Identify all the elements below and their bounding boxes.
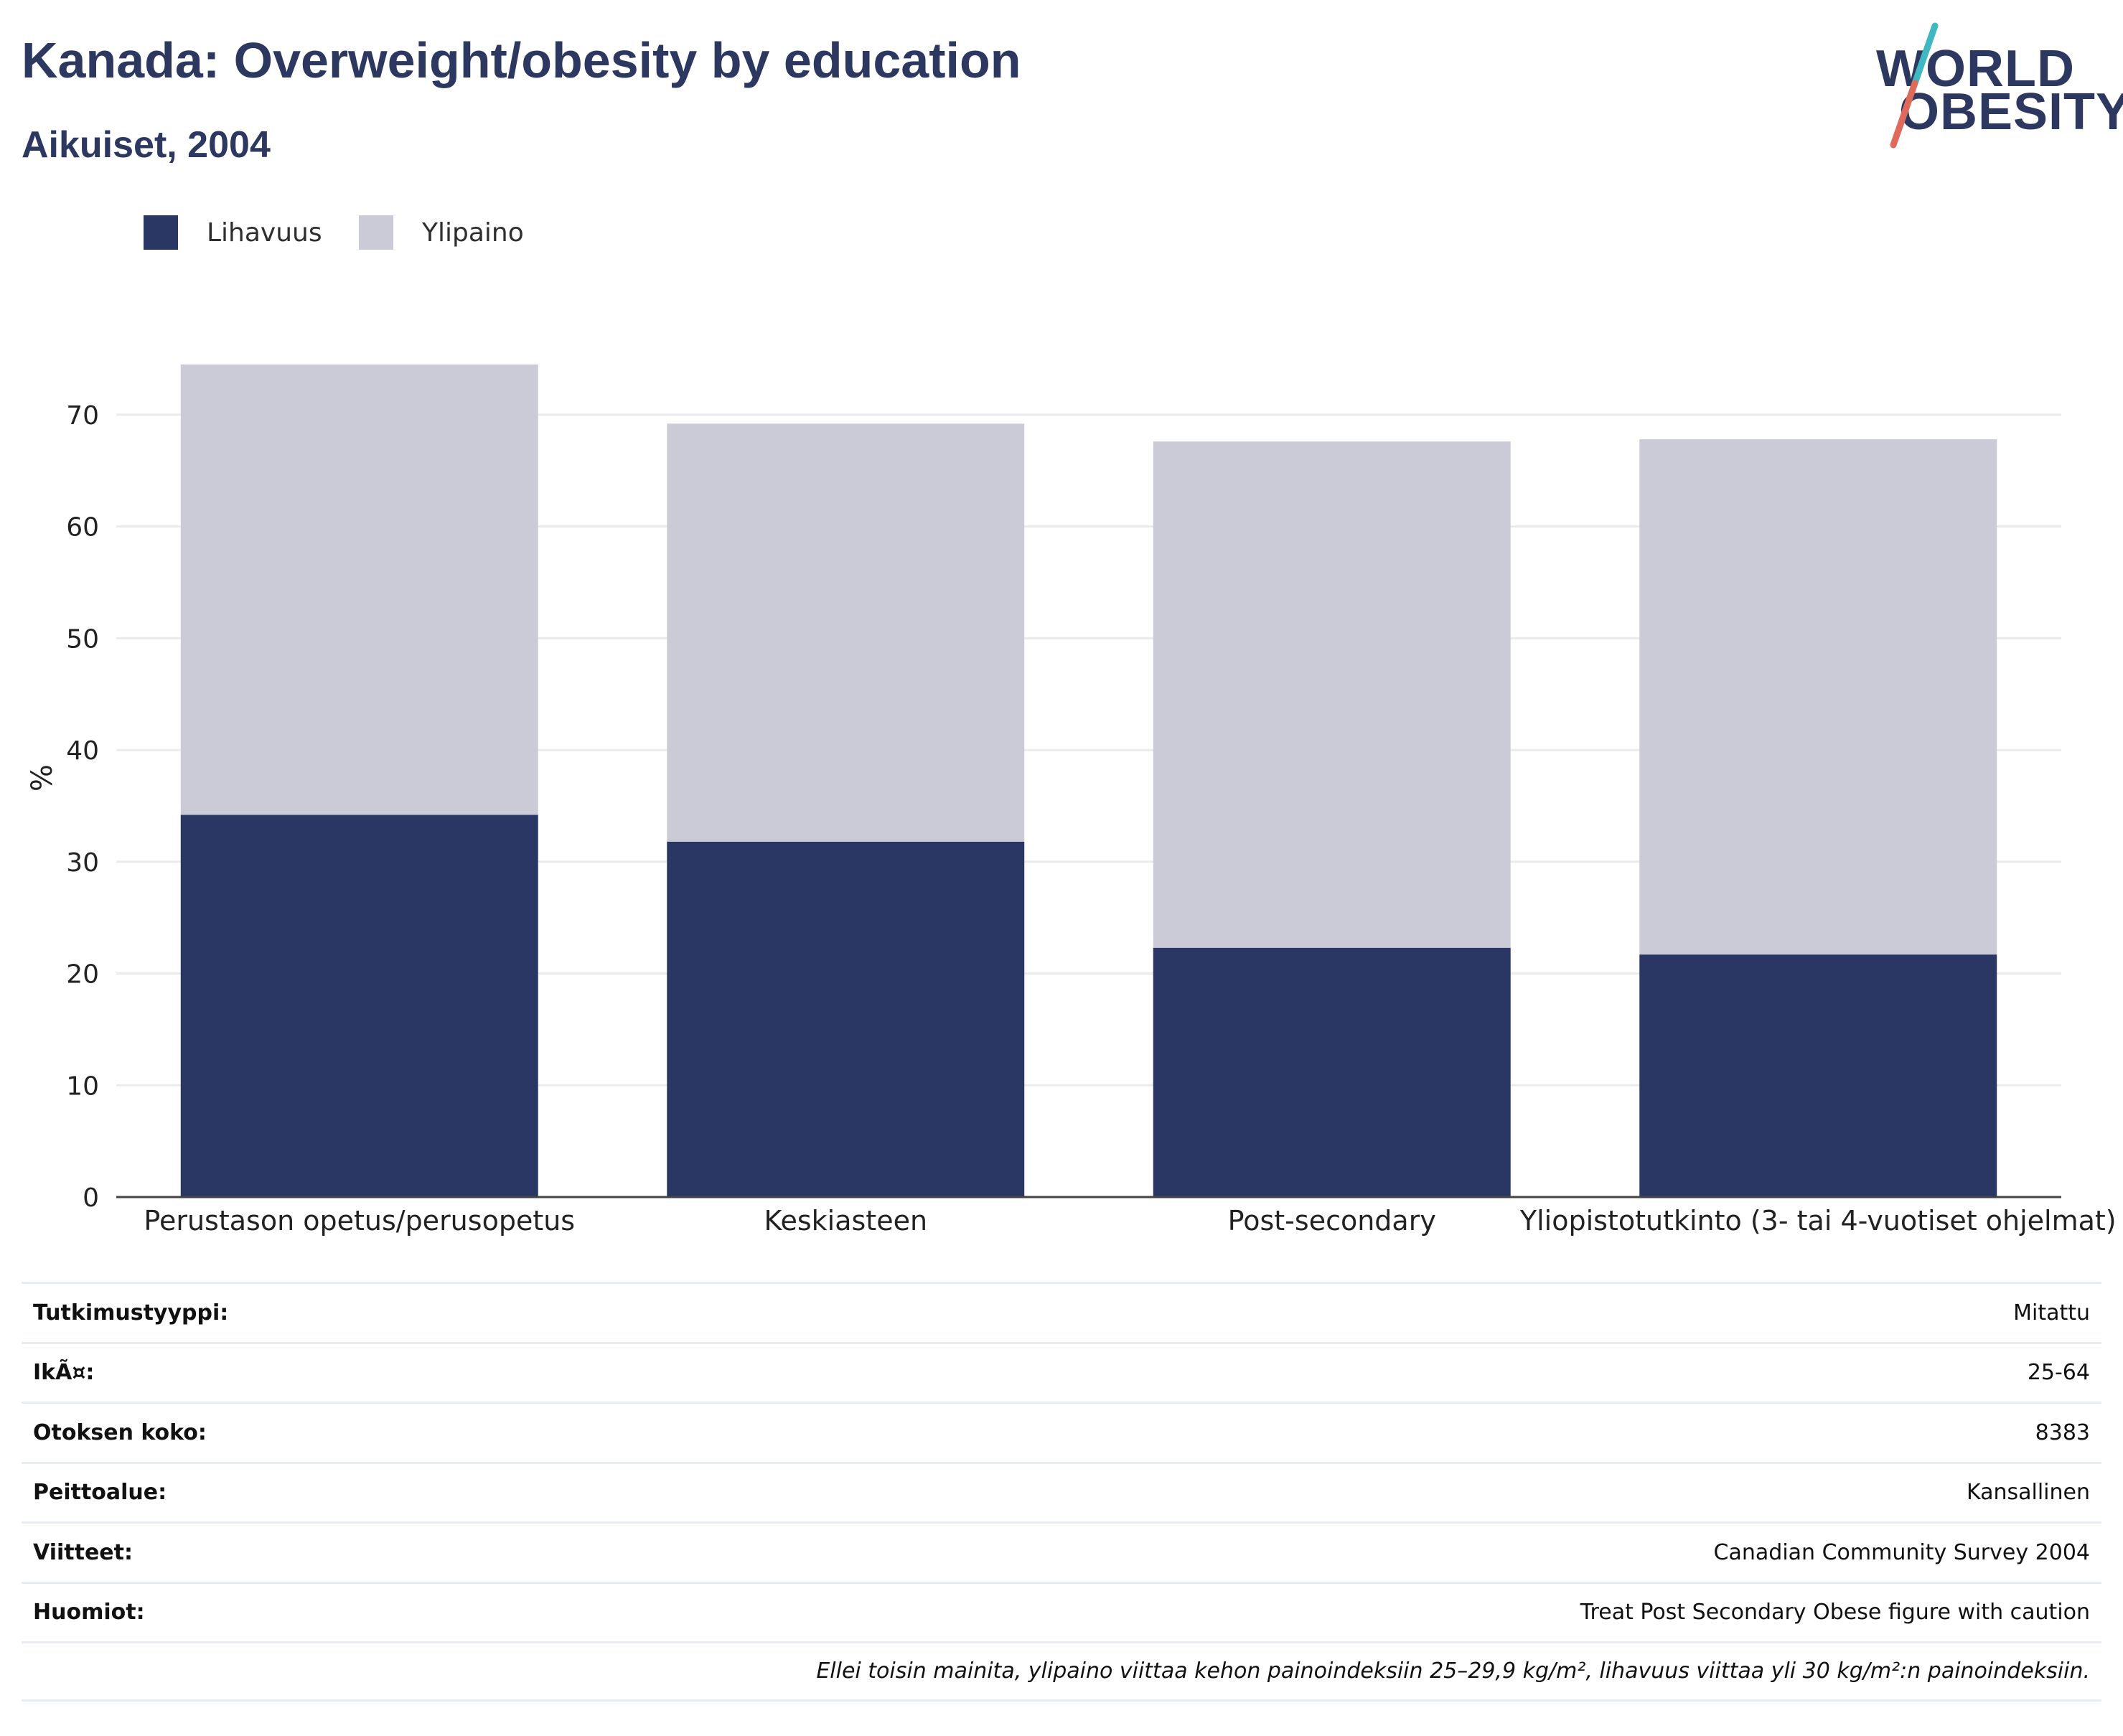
- bar-overweight[interactable]: [667, 423, 1025, 842]
- bar-overweight[interactable]: [1153, 441, 1511, 948]
- legend-label-obesity: Lihavuus: [207, 217, 322, 248]
- y-tick-label: 20: [66, 960, 99, 990]
- info-row-study-type: Tutkimustyyppi: Mitattu: [22, 1282, 2101, 1342]
- y-tick-label: 50: [66, 624, 99, 654]
- bar-obesity[interactable]: [667, 841, 1025, 1197]
- logo-line-1: WORLD: [1876, 40, 2075, 98]
- y-tick-label: 60: [66, 513, 99, 543]
- info-row-footnote: Ellei toisin mainita, ylipaino viittaa k…: [22, 1641, 2101, 1702]
- legend-swatch-obesity: [144, 215, 178, 250]
- world-obesity-logo: WORLD OBESITY: [1866, 14, 2123, 158]
- legend-label-overweight: Ylipaino: [422, 217, 524, 248]
- y-tick-label: 10: [66, 1071, 99, 1101]
- bar-obesity[interactable]: [1153, 947, 1511, 1197]
- info-row-sample-size: Otoksen koko: 8383: [22, 1402, 2101, 1462]
- info-table: Tutkimustyyppi: Mitattu IkÃ¤: 25-64 Otok…: [22, 1282, 2101, 1702]
- bar-obesity[interactable]: [1639, 954, 1997, 1197]
- y-tick-label: 30: [66, 848, 99, 878]
- info-value: Treat Post Secondary Obese figure with c…: [1580, 1600, 2090, 1625]
- bars: [180, 364, 1997, 1197]
- y-tick-label: 40: [66, 736, 99, 766]
- info-value: 25-64: [2027, 1360, 2090, 1386]
- y-tick-label: 70: [66, 401, 99, 431]
- legend-swatch-overweight: [359, 215, 393, 250]
- info-row-age: IkÃ¤: 25-64: [22, 1341, 2101, 1402]
- info-value: 8383: [2035, 1420, 2090, 1445]
- y-axis-label: %: [26, 764, 59, 792]
- info-label: IkÃ¤:: [33, 1360, 95, 1386]
- info-value: Mitattu: [2013, 1300, 2090, 1326]
- info-label: Tutkimustyyppi:: [33, 1300, 229, 1326]
- bar-overweight[interactable]: [1639, 439, 1997, 955]
- logo-slash-icon: [1890, 22, 1939, 149]
- chart-title: Kanada: Overweight/obesity by education: [22, 32, 1021, 88]
- logo-line-2: OBESITY: [1899, 83, 2123, 141]
- y-tick-label: 0: [83, 1183, 99, 1213]
- info-label: Peittoalue:: [33, 1480, 167, 1506]
- info-label: Viitteet:: [33, 1539, 133, 1565]
- info-value: Canadian Community Survey 2004: [1713, 1539, 2090, 1565]
- info-label: Otoksen koko:: [33, 1420, 207, 1445]
- info-row-coverage: Peittoalue: Kansallinen: [22, 1461, 2101, 1522]
- stacked-bar-chart: 0 10 20 30 40 50 60 70 Perustason opetus/perusop…: [26, 364, 2117, 1237]
- x-tick-label: Post-secondary: [1228, 1205, 1436, 1237]
- info-row-notes: Huomiot: Treat Post Secondary Obese figu…: [22, 1581, 2101, 1642]
- x-tick-label: Keskiasteen: [764, 1205, 927, 1237]
- legend-item-overweight[interactable]: Ylipaino: [359, 212, 524, 253]
- info-value: Kansallinen: [1966, 1480, 2090, 1506]
- bar-obesity[interactable]: [180, 815, 538, 1197]
- x-tick-label: Perustason opetus/perusopetus: [144, 1205, 575, 1237]
- info-label: Huomiot:: [33, 1600, 145, 1625]
- bar-overweight[interactable]: [180, 364, 538, 815]
- footnote: Ellei toisin mainita, ylipaino viittaa k…: [816, 1658, 2090, 1684]
- legend-item-obesity[interactable]: Lihavuus: [144, 212, 322, 253]
- tick-labels: 0 10 20 30 40 50 60 70 Perustason opetus/perusop…: [26, 401, 2117, 1237]
- info-row-references: Viitteet: Canadian Community Survey 2004: [22, 1521, 2101, 1582]
- x-tick-label: Yliopistotutkinto (3- tai 4-vuotiset ohj…: [1519, 1205, 2117, 1237]
- chart-subtitle: Aikuiset, 2004: [22, 124, 271, 166]
